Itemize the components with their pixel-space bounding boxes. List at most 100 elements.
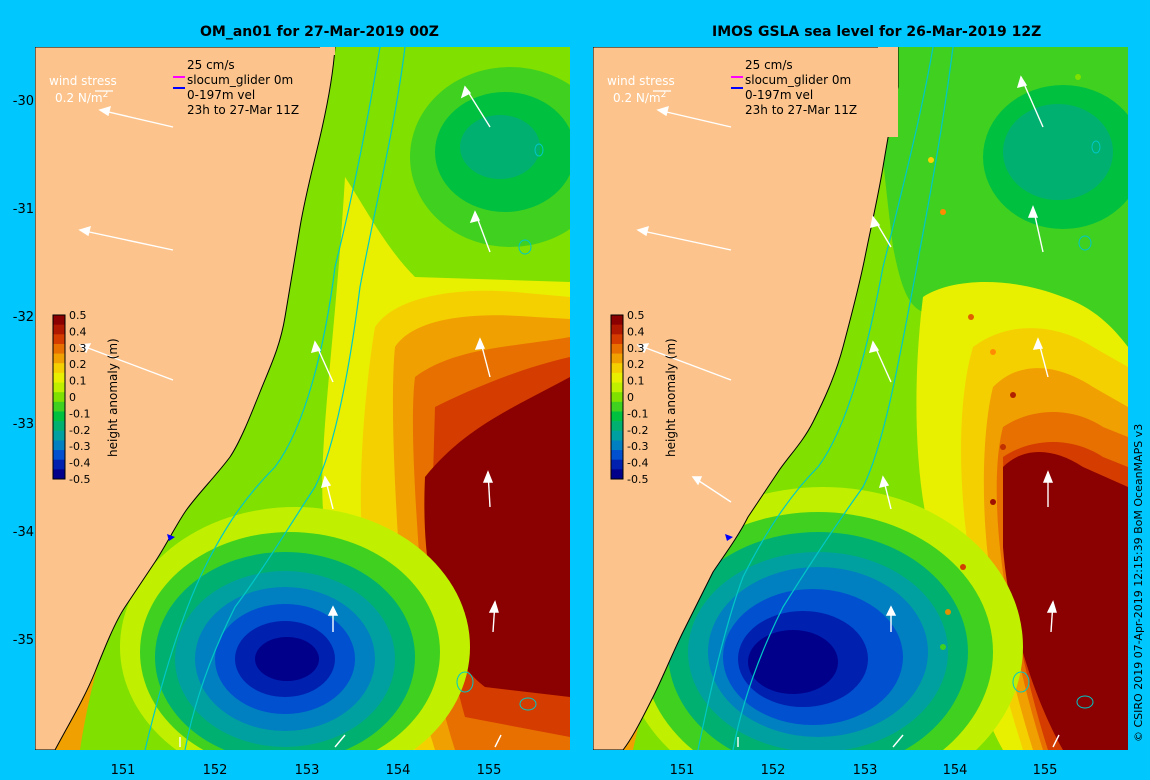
colorbar-label: height anomaly (m) [106, 338, 120, 457]
contour-loop [1012, 671, 1030, 693]
colorbar-tick-label: -0.4 [69, 457, 90, 470]
glider-marker [725, 534, 733, 541]
colorbar-swatch [53, 324, 65, 335]
observation-markers [928, 74, 1081, 650]
lon-tick: 152 [760, 763, 786, 778]
colorbar-swatch [53, 411, 65, 422]
wind-stress-scale: 0.2 N/m2 [613, 90, 666, 105]
wind-stress-scale: 0.2 N/m2 [55, 90, 108, 105]
wind-scale-value: 0.2 N/m [613, 91, 661, 105]
contour-dark-red [1003, 452, 1128, 750]
lon-tick: 151 [669, 763, 695, 778]
colorbar-tick-label: -0.5 [69, 473, 90, 486]
colorbar: 0.5 0.4 0.3 0.2 0.1 0 -0.1 -0.2 -0.3 -0.4 -0.5 [610, 309, 648, 486]
colorbar-tick-label: -0.1 [627, 407, 648, 420]
colorbar-tick-label: 0.2 [69, 358, 87, 371]
colorbar-swatch [53, 382, 65, 393]
colorbar-frame [52, 314, 66, 480]
contour-loop [1078, 235, 1092, 251]
lon-tick: 151 [110, 763, 136, 778]
colorbar-swatch [611, 392, 623, 403]
lon-tick: 153 [852, 763, 878, 778]
colorbar-swatch [611, 372, 623, 384]
colorbar-tick-label: -0.5 [627, 473, 648, 486]
colorbar-swatch [611, 334, 623, 345]
legend-line-4: 23h to 27-Mar 11Z [745, 103, 857, 117]
colorbar-swatch [53, 430, 65, 441]
colorbar-swatch [611, 440, 623, 451]
colorbar-swatch [611, 401, 623, 412]
colorbar-tick-label: 0.1 [69, 375, 87, 388]
colorbar-swatch [611, 421, 623, 432]
colorbar-tick-label: 0.5 [627, 309, 645, 322]
wind-stress-label: wind stress [49, 74, 117, 88]
colorbar-swatch [611, 363, 623, 374]
lat-tick: -31 [12, 202, 34, 217]
cold-eddy-core [748, 630, 838, 694]
colorbar-tick-label: -0.3 [627, 440, 648, 453]
colorbar: 0.5 0.4 0.3 0.2 0.1 0 -0.1 -0.2 -0.3 -0.4 -0.5 [52, 309, 90, 486]
colorbar-swatch [611, 469, 623, 480]
ne-eddy-inner [460, 115, 540, 179]
colorbar-swatch [53, 450, 65, 461]
colorbar-swatch [611, 459, 623, 470]
legend-line-3: 0-197m vel [187, 88, 255, 102]
colorbar-swatch [53, 421, 65, 432]
colorbar-swatch [53, 401, 65, 412]
legend-line-1: 25 cm/s [745, 58, 793, 72]
legend-line-2: slocum_glider 0m [187, 73, 293, 87]
cold-eddy-core [255, 637, 319, 681]
colorbar-swatch [611, 382, 623, 393]
colorbar-swatch [611, 315, 623, 326]
panel-2-title: IMOS GSLA sea level for 26-Mar-2019 12Z [712, 24, 1042, 40]
colorbar-swatch [53, 372, 65, 384]
colorbar-swatch [611, 430, 623, 441]
legend-line-3: 0-197m vel [745, 88, 813, 102]
velocity-arrows [78, 85, 502, 748]
glider-marker [167, 534, 175, 541]
wind-stress-label: wind stress [607, 74, 675, 88]
lat-tick: -34 [12, 525, 34, 540]
lat-tick: -33 [12, 417, 34, 432]
panel-2-map: wind stress 0.2 N/m2 25 cm/s slocum_glid… [593, 47, 1128, 750]
colorbar-tick-label: -0.1 [69, 407, 90, 420]
colorbar-swatch [53, 353, 65, 364]
land-mass [35, 47, 336, 750]
contour-loop [534, 143, 544, 157]
contour-loop [1076, 695, 1094, 709]
lon-tick: 155 [476, 763, 502, 778]
colorbar-tick-label: -0.3 [69, 440, 90, 453]
wind-scale-exponent: 2 [103, 90, 109, 100]
legend-line-4: 23h to 27-Mar 11Z [187, 103, 299, 117]
colorbar-tick-label: 0.2 [627, 358, 645, 371]
colorbar-swatch [53, 334, 65, 345]
lat-tick: -30 [12, 94, 34, 109]
colorbar-swatch [611, 343, 623, 355]
colorbar-swatch [53, 363, 65, 374]
land-mass [593, 47, 899, 750]
credit-text: © CSIRO 2019 07-Apr-2019 12:15:39 BoM Oc… [1132, 423, 1145, 742]
isobath [184, 47, 406, 750]
ne-eddy-inner [1003, 104, 1113, 200]
colorbar-tick-label: 0 [627, 391, 634, 404]
colorbar-frame [610, 314, 624, 480]
legend-line-2: slocum_glider 0m [745, 73, 851, 87]
colorbar-swatch [53, 469, 65, 480]
lon-tick: 153 [294, 763, 320, 778]
wind-scale-exponent: 2 [661, 90, 667, 100]
lat-tick: -35 [12, 633, 34, 648]
colorbar-tick-label: -0.4 [627, 457, 648, 470]
panel-1-map: wind stress 0.2 N/m2 25 cm/s slocum_glid… [35, 47, 570, 750]
lon-tick: 152 [202, 763, 228, 778]
colorbar-tick-label: 0.3 [627, 342, 645, 355]
colorbar-swatch [53, 392, 65, 403]
colorbar-tick-label: -0.2 [627, 424, 648, 437]
colorbar-label: height anomaly (m) [664, 338, 678, 457]
lat-tick: -32 [12, 310, 34, 325]
wind-scale-value: 0.2 N/m [55, 91, 103, 105]
colorbar-swatch [53, 459, 65, 470]
velocity-arrows [636, 75, 1060, 748]
lon-tick: 154 [385, 763, 411, 778]
isobath [697, 47, 934, 750]
masked-region [878, 47, 898, 137]
